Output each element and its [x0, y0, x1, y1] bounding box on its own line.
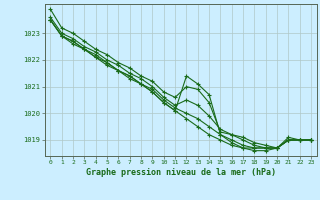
X-axis label: Graphe pression niveau de la mer (hPa): Graphe pression niveau de la mer (hPa): [86, 168, 276, 177]
